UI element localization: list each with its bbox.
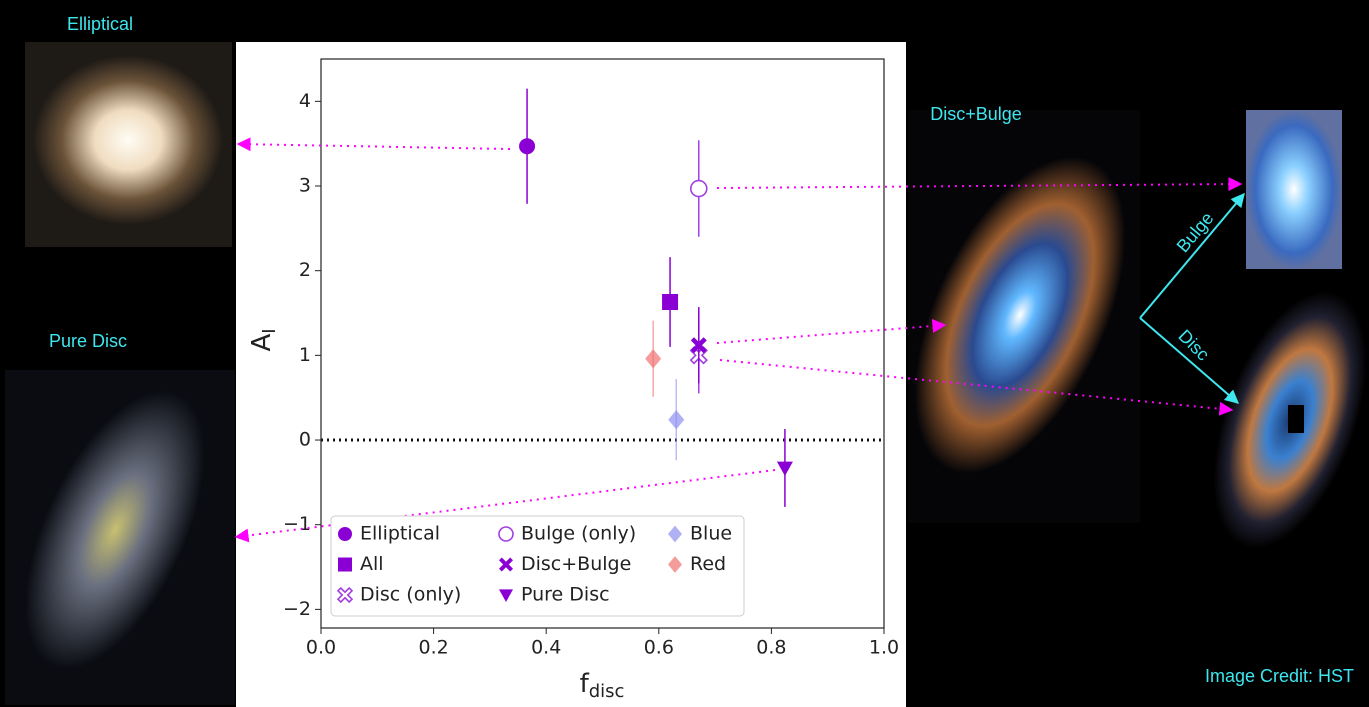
x-tick-label: 0.0 (306, 637, 336, 659)
legend-marker (336, 586, 354, 604)
y-label-sub: I (259, 328, 280, 333)
y-tick-label: 1 (299, 344, 311, 366)
legend-label: Disc (only) (360, 584, 461, 606)
x-tick-label: 0.6 (644, 637, 674, 659)
legend-label: Elliptical (360, 523, 440, 545)
data-point (668, 410, 685, 430)
masked-bulge (1288, 405, 1304, 433)
legend-marker (499, 589, 513, 602)
legend-marker (668, 525, 682, 543)
x-tick-label: 1.0 (869, 637, 899, 659)
plot-frame (320, 58, 885, 629)
x-axis-label: fdisc (580, 669, 625, 703)
legend-label: Red (690, 553, 726, 575)
legend-marker (498, 526, 514, 542)
data-point (690, 337, 707, 354)
x-tick-label: 0.4 (531, 637, 561, 659)
annotation: Pure Disc (49, 331, 127, 351)
data-point (689, 179, 708, 198)
legend-label: Pure Disc (521, 584, 610, 606)
legend: Elliptical All Disc (only) Bulge (only) Disc… (330, 515, 745, 617)
x-label-sub: disc (589, 681, 625, 702)
legend-marker (499, 557, 513, 572)
data-point (519, 138, 536, 155)
y-tick-label: 4 (299, 90, 311, 112)
disc-bulge-galaxy (914, 156, 1126, 474)
x-label-main: f (580, 669, 590, 699)
pure-disc-galaxy (25, 390, 205, 670)
legend-label: All (360, 553, 384, 575)
legend-box (330, 515, 745, 617)
arrow (716, 319, 947, 344)
y-tick-label: 2 (299, 259, 311, 281)
bulge-image (1246, 110, 1342, 269)
image-credit: Image Credit: HST (1205, 666, 1354, 686)
legend-marker (668, 556, 682, 573)
legend-label: Disc+Bulge (521, 553, 631, 575)
y-tick-label: −2 (283, 598, 311, 620)
y-tick-label: −1 (283, 513, 311, 535)
data-point (776, 461, 793, 476)
legend-marker (338, 527, 352, 541)
y-tick-label: 3 (299, 175, 311, 197)
data-point (645, 349, 662, 369)
elliptical-galaxy (33, 55, 223, 225)
arrow (1139, 317, 1240, 404)
y-axis-label: AI (247, 328, 281, 351)
y-tick-label: 0 (299, 429, 311, 451)
data-point (662, 294, 679, 311)
annotation: Elliptical (67, 14, 133, 34)
legend-label: Bulge (only) (521, 523, 636, 545)
legend-label: Blue (690, 523, 732, 545)
annotation: Disc+Bulge (930, 104, 1022, 124)
y-label-main: A (247, 334, 277, 352)
annotation: Disc (1174, 326, 1213, 365)
arrow (1139, 192, 1245, 319)
arrow (719, 359, 1234, 416)
x-tick-label: 0.2 (418, 637, 448, 659)
legend-marker (338, 557, 352, 572)
x-tick-label: 0.8 (756, 637, 786, 659)
